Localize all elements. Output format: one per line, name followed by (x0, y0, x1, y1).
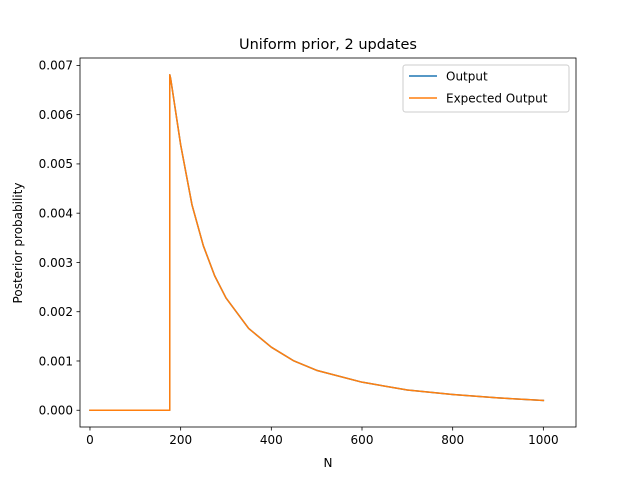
plot-frame (79, 57, 577, 428)
x-tick-label: 800 (441, 433, 464, 447)
chart-title: Uniform prior, 2 updates (239, 37, 417, 53)
plot-background (80, 58, 576, 427)
y-tick-label: 0.000 (39, 404, 73, 418)
x-tick-label: 1000 (528, 433, 559, 447)
x-axis-title: N (324, 456, 333, 470)
y-tick-label: 0.002 (39, 305, 73, 319)
y-tick-label: 0.001 (39, 354, 73, 368)
y-tick-label: 0.003 (39, 256, 73, 270)
y-tick-label: 0.007 (39, 59, 73, 73)
y-tick-label: 0.006 (39, 108, 73, 122)
y-axis-title: Posterior probability (11, 183, 25, 304)
series-line-1 (89, 74, 545, 411)
y-axis-ticks: 0.000 0.001 0.002 0.003 0.004 0.005 0.006 0.007 (39, 59, 80, 418)
plot-area (79, 57, 577, 428)
x-tick-label: 600 (351, 433, 374, 447)
x-tick-label: 0 (86, 433, 94, 447)
legend-box (402, 64, 570, 113)
y-tick-label: 0.005 (39, 157, 73, 171)
x-axis-ticks: 0 200 400 600 800 1000 (86, 427, 559, 447)
legend-label-0: Output (446, 70, 488, 84)
legend: Output Expected Output (402, 64, 570, 113)
y-tick-label: 0.004 (39, 206, 73, 220)
x-tick-label: 400 (260, 433, 283, 447)
legend-label-1: Expected Output (446, 92, 548, 106)
x-tick-label: 200 (169, 433, 192, 447)
